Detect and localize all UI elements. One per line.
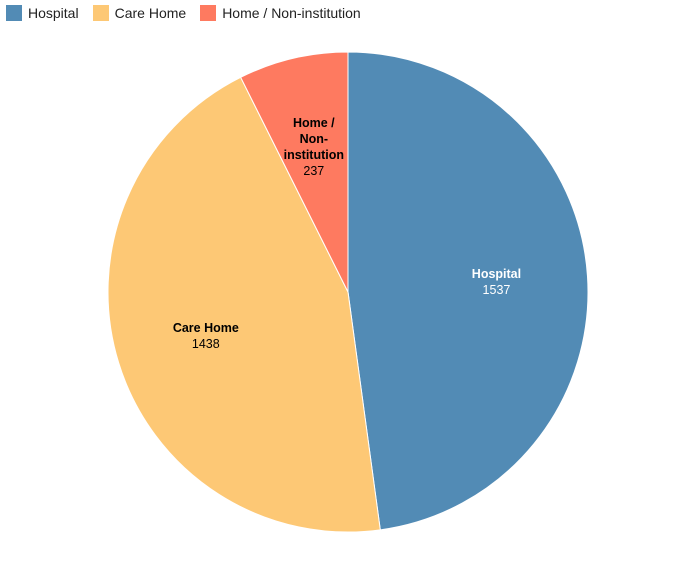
legend: Hospital Care Home Home / Non-institution (6, 5, 361, 21)
legend-label: Hospital (28, 5, 79, 21)
slice-category: Home / Non-institution (283, 116, 345, 163)
slice-value: 1438 (191, 336, 220, 351)
slice-value: 1537 (482, 282, 511, 297)
legend-swatch (92, 5, 109, 21)
legend-label: Care Home (114, 5, 187, 21)
pie-slice (347, 51, 589, 531)
legend-swatch (6, 5, 22, 21)
slice-category: Care Home (172, 320, 239, 335)
slice-value: 237 (303, 164, 325, 179)
pie-slice (107, 76, 381, 533)
legend-item: Care Home (92, 5, 187, 21)
legend-swatch (200, 5, 217, 21)
slice-category: Hospital (471, 266, 522, 281)
legend-item: Hospital (6, 5, 79, 21)
pie-slice (240, 51, 349, 293)
legend-item: Home / Non-institution (200, 5, 361, 21)
legend-label: Home / Non-institution (222, 5, 361, 21)
